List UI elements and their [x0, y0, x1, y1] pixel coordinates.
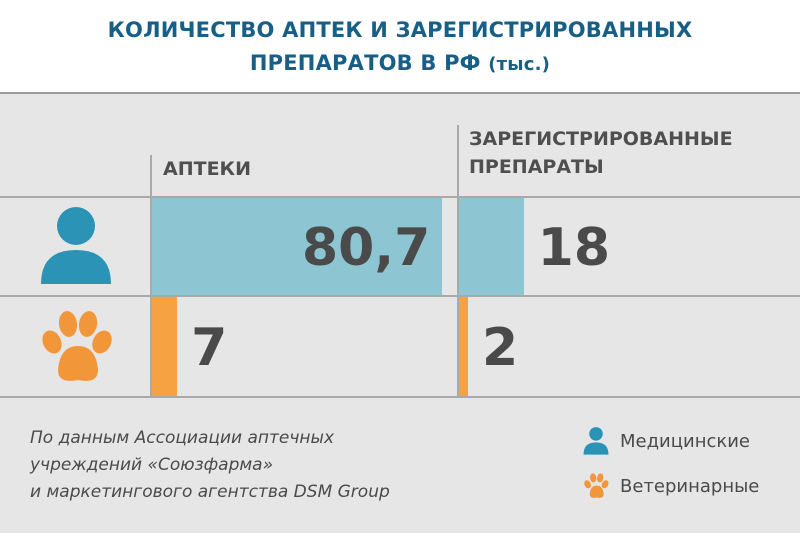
legend-person-icon: [583, 427, 609, 455]
title-line-2-main: ПРЕПАРАТОВ В РФ: [249, 51, 481, 75]
bar-medical-registered: [459, 198, 524, 295]
title-unit: (тыс.): [488, 54, 551, 75]
legend-label-medical: Медицинские: [620, 430, 751, 452]
column-header-registered-line-2: ПРЕПАРАТЫ: [469, 156, 604, 178]
header: КОЛИЧЕСТВО АПТЕК И ЗАРЕГИСТРИРОВАННЫХ ПР…: [0, 0, 800, 94]
legend-item-medical: Медицинские: [582, 424, 750, 458]
grid-line-col-2: [457, 125, 459, 396]
legend-paw-icon: [584, 473, 609, 498]
paw-icon-pad: [58, 346, 98, 381]
value-medical-registered: 18: [537, 217, 611, 278]
paw-icon-toe-3: [78, 311, 98, 337]
chart-title: КОЛИЧЕСТВО АПТЕК И ЗАРЕГИСТРИРОВАННЫХ ПР…: [0, 14, 800, 81]
legend-item-veterinary: Ветеринарные: [582, 469, 759, 503]
grid-line-middle: [0, 295, 800, 297]
legend-paw-icon-toe-1: [584, 480, 591, 489]
grid-line-bottom: [0, 396, 800, 398]
person-icon-head: [57, 207, 95, 245]
source-note: По данным Ассоциации аптечных учреждений…: [30, 425, 390, 506]
column-header-registered: ЗАРЕГИСТРИРОВАННЫЕ ПРЕПАРАТЫ: [469, 125, 733, 181]
bar-veterinary-registered: [459, 297, 468, 396]
person-icon: [41, 207, 111, 284]
grid-line-col-1: [150, 155, 152, 396]
title-line-2: ПРЕПАРАТОВ В РФ (тыс.): [0, 47, 800, 81]
legend-paw-icon-toe-2: [590, 473, 597, 483]
legend-person-icon-body: [583, 442, 609, 455]
person-icon-body: [41, 250, 111, 284]
legend-person-icon-head: [589, 427, 603, 441]
legend-paw-icon-toe-4: [601, 480, 609, 489]
column-header-registered-line-1: ЗАРЕГИСТРИРОВАННЫЕ: [469, 128, 733, 150]
paw-icon: [42, 311, 112, 381]
value-veterinary-pharmacies: 7: [191, 317, 228, 378]
bar-medical-pharmacies: [152, 198, 442, 295]
paw-icon-toe-4: [92, 330, 112, 354]
legend-paw-icon-toe-3: [596, 473, 604, 483]
source-line-1: По данным Ассоциации аптечных: [30, 428, 335, 448]
value-medical-pharmacies: 80,7: [302, 217, 431, 278]
source-line-3: и маркетингового агентства DSM Group: [30, 482, 390, 502]
legend-paw-icon-pad: [589, 485, 604, 498]
title-line-1: КОЛИЧЕСТВО АПТЕК И ЗАРЕГИСТРИРОВАННЫХ: [107, 18, 693, 42]
value-veterinary-registered: 2: [482, 317, 519, 378]
column-header-pharmacies: АПТЕКИ: [163, 158, 251, 180]
bar-veterinary-pharmacies: [152, 297, 178, 396]
paw-icon-toe-2: [58, 311, 78, 337]
legend-label-veterinary: Ветеринарные: [620, 475, 760, 497]
paw-icon-toe-1: [42, 330, 62, 354]
source-line-2: учреждений «Союзфарма»: [30, 455, 274, 475]
grid-line-top: [0, 196, 800, 198]
